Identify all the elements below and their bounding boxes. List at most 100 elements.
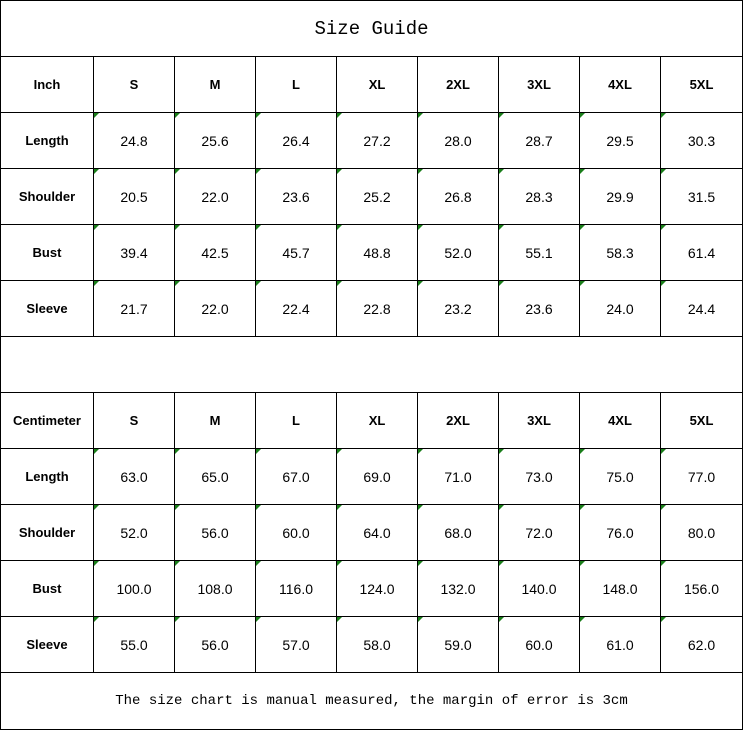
table-row: Sleeve 21.7 22.0 22.4 22.8 23.2 23.6 24.0 24.4 (0, 280, 743, 337)
table-row: Bust 100.0 108.0 116.0 124.0 132.0 140.0 148.0 1… (0, 560, 743, 617)
measurement-value: 56.0 (174, 504, 256, 561)
measurement-value: 71.0 (417, 448, 499, 505)
size-header: L (255, 392, 337, 449)
table-row: Sleeve 55.0 56.0 57.0 58.0 59.0 60.0 61.0 62.0 (0, 616, 743, 673)
measurement-value: 65.0 (174, 448, 256, 505)
measurement-value: 22.8 (336, 280, 418, 337)
measurement-value: 69.0 (336, 448, 418, 505)
measurement-value: 116.0 (255, 560, 337, 617)
measurement-value: 39.4 (93, 224, 175, 281)
measurement-value: 100.0 (93, 560, 175, 617)
table-row: Shoulder 52.0 56.0 60.0 64.0 68.0 72.0 76.0 80.0 (0, 504, 743, 561)
size-header: 5XL (660, 392, 743, 449)
size-header: XL (336, 56, 418, 113)
size-header: XL (336, 392, 418, 449)
measurement-value: 42.5 (174, 224, 256, 281)
unit-label: Centimeter (0, 392, 94, 449)
measurement-value: 58.0 (336, 616, 418, 673)
size-header: 2XL (417, 56, 499, 113)
measurement-value: 55.1 (498, 224, 580, 281)
measurement-label: Sleeve (0, 616, 94, 673)
size-header: 3XL (498, 392, 580, 449)
measurement-value: 31.5 (660, 168, 743, 225)
measurement-value: 62.0 (660, 616, 743, 673)
measurement-value: 108.0 (174, 560, 256, 617)
measurement-value: 29.9 (579, 168, 661, 225)
measurement-value: 23.6 (255, 168, 337, 225)
measurement-value: 140.0 (498, 560, 580, 617)
measurement-value: 59.0 (417, 616, 499, 673)
measurement-value: 80.0 (660, 504, 743, 561)
measurement-value: 52.0 (93, 504, 175, 561)
measurement-label: Length (0, 112, 94, 169)
measurement-value: 132.0 (417, 560, 499, 617)
spacer-row (0, 336, 743, 393)
size-header: M (174, 392, 256, 449)
size-header: 5XL (660, 56, 743, 113)
measurement-value: 77.0 (660, 448, 743, 505)
table-row: Length 63.0 65.0 67.0 69.0 71.0 73.0 75.0 77.0 (0, 448, 743, 505)
measurement-value: 148.0 (579, 560, 661, 617)
measurement-value: 28.7 (498, 112, 580, 169)
measurement-value: 67.0 (255, 448, 337, 505)
measurement-value: 24.8 (93, 112, 175, 169)
footer-row: The size chart is manual measured, the m… (0, 672, 743, 730)
measurement-value: 29.5 (579, 112, 661, 169)
measurement-label: Shoulder (0, 504, 94, 561)
measurement-value: 24.4 (660, 280, 743, 337)
measurement-label: Bust (0, 560, 94, 617)
measurement-label: Length (0, 448, 94, 505)
measurement-value: 52.0 (417, 224, 499, 281)
size-header: L (255, 56, 337, 113)
table-row: Bust 39.4 42.5 45.7 48.8 52.0 55.1 58.3 61.4 (0, 224, 743, 281)
size-header: M (174, 56, 256, 113)
unit-label: Inch (0, 56, 94, 113)
measurement-value: 61.4 (660, 224, 743, 281)
size-header: 4XL (579, 56, 661, 113)
measurement-value: 64.0 (336, 504, 418, 561)
measurement-value: 22.0 (174, 280, 256, 337)
blank-cell (0, 336, 743, 393)
measurement-value: 26.4 (255, 112, 337, 169)
measurement-value: 58.3 (579, 224, 661, 281)
table-row: Length 24.8 25.6 26.4 27.2 28.0 28.7 29.5 30.3 (0, 112, 743, 169)
measurement-value: 28.0 (417, 112, 499, 169)
measurement-label: Bust (0, 224, 94, 281)
measurement-value: 30.3 (660, 112, 743, 169)
size-header: S (93, 392, 175, 449)
measurement-value: 75.0 (579, 448, 661, 505)
measurement-value: 45.7 (255, 224, 337, 281)
size-header: 3XL (498, 56, 580, 113)
measurement-value: 73.0 (498, 448, 580, 505)
measurement-value: 72.0 (498, 504, 580, 561)
measurement-value: 55.0 (93, 616, 175, 673)
measurement-value: 61.0 (579, 616, 661, 673)
size-header: 4XL (579, 392, 661, 449)
measurement-value: 56.0 (174, 616, 256, 673)
inch-header-row: Inch S M L XL 2XL 3XL 4XL 5XL (0, 56, 743, 113)
table-row: Shoulder 20.5 22.0 23.6 25.2 26.8 28.3 29.9 31.5 (0, 168, 743, 225)
measurement-value: 48.8 (336, 224, 418, 281)
measurement-value: 20.5 (93, 168, 175, 225)
measurement-value: 23.2 (417, 280, 499, 337)
measurement-value: 25.6 (174, 112, 256, 169)
measurement-value: 25.2 (336, 168, 418, 225)
measurement-value: 57.0 (255, 616, 337, 673)
measurement-value: 156.0 (660, 560, 743, 617)
measurement-value: 27.2 (336, 112, 418, 169)
measurement-value: 21.7 (93, 280, 175, 337)
measurement-value: 26.8 (417, 168, 499, 225)
measurement-value: 24.0 (579, 280, 661, 337)
measurement-value: 60.0 (255, 504, 337, 561)
measurement-value: 60.0 (498, 616, 580, 673)
page-title: Size Guide (0, 0, 743, 57)
measurement-value: 124.0 (336, 560, 418, 617)
measurement-value: 68.0 (417, 504, 499, 561)
measurement-value: 22.4 (255, 280, 337, 337)
measurement-value: 22.0 (174, 168, 256, 225)
size-header: 2XL (417, 392, 499, 449)
measurement-value: 63.0 (93, 448, 175, 505)
size-header: S (93, 56, 175, 113)
footer-note: The size chart is manual measured, the m… (0, 672, 743, 730)
